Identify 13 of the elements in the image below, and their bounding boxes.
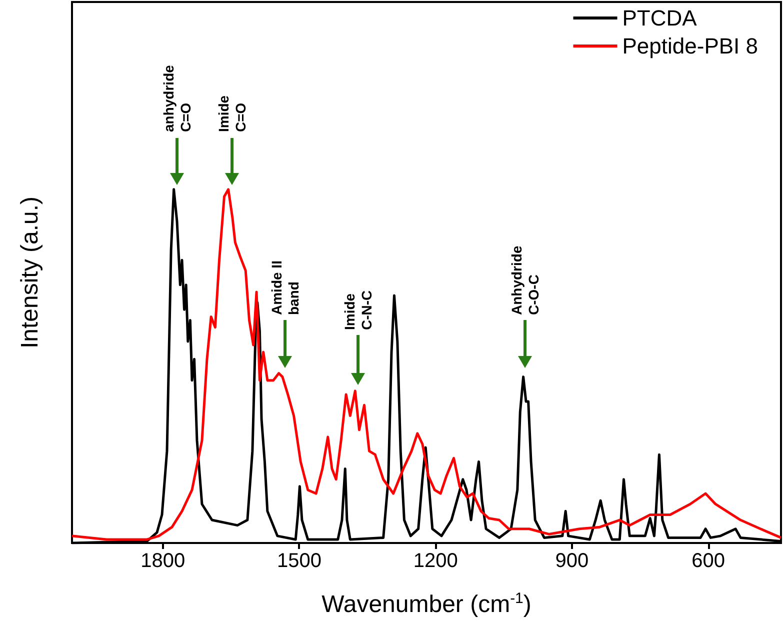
text: Imide C=O [216, 95, 248, 132]
annotation: Amide II band [268, 260, 302, 315]
y-axis-title: Intensity (a.u.) [16, 196, 44, 349]
x-tick-label: 900 [555, 550, 589, 572]
x-tick-label: 1800 [140, 550, 186, 572]
x-tick-label: 1200 [413, 550, 458, 572]
x-tick-label: 1500 [276, 550, 322, 572]
text: anhydride C=O [160, 64, 194, 132]
annotation: Anhydride C-O-C [508, 246, 542, 315]
x-tick-label: 600 [692, 550, 725, 572]
annotation: Imide C-N-C [342, 290, 374, 330]
legend-label: PTCDA [622, 6, 698, 30]
legend-label: Peptide-PBI 8 [622, 34, 758, 58]
